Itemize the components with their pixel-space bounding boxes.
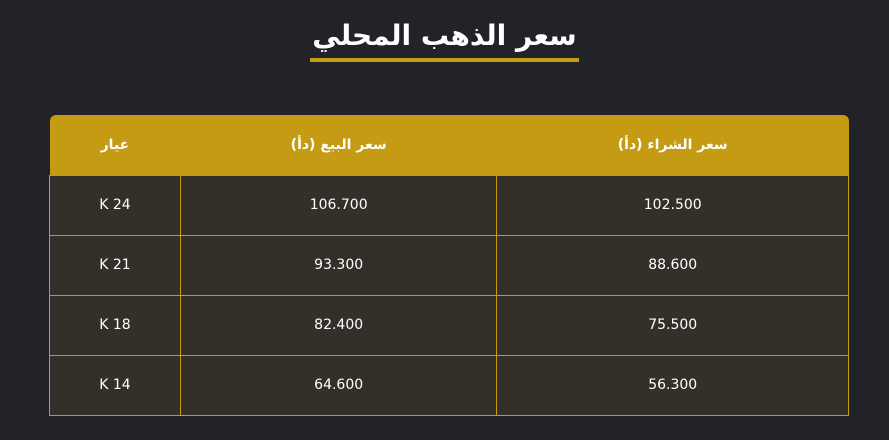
header-karat: عيار xyxy=(49,115,181,175)
table-row: 56.300 64.600 14 K xyxy=(49,354,849,416)
buy-price-cell: 88.600 xyxy=(496,234,849,296)
gold-price-table: سعر الشراء (دأ) سعر البيع (دأ) عيار 102.… xyxy=(49,115,849,416)
sell-price-cell: 93.300 xyxy=(179,234,498,296)
table-row: 75.500 82.400 18 K xyxy=(49,294,849,356)
buy-price-cell: 56.300 xyxy=(496,354,849,416)
buy-price-cell: 75.500 xyxy=(496,294,849,356)
header-buy-price: سعر الشراء (دأ) xyxy=(496,115,849,175)
buy-price-cell: 102.500 xyxy=(496,174,849,236)
sell-price-cell: 82.400 xyxy=(179,294,498,356)
sell-price-cell: 64.600 xyxy=(179,354,498,416)
title-container: سعر الذهب المحلي xyxy=(0,18,889,62)
karat-cell: 18 K xyxy=(49,294,181,356)
karat-cell: 14 K xyxy=(49,354,181,416)
table-row: 102.500 106.700 24 K xyxy=(49,174,849,236)
karat-cell: 24 K xyxy=(49,174,181,236)
header-sell-price: سعر البيع (دأ) xyxy=(180,115,497,175)
page-title: سعر الذهب المحلي xyxy=(310,18,579,62)
karat-cell: 21 K xyxy=(49,234,181,296)
table-header-row: سعر الشراء (دأ) سعر البيع (دأ) عيار xyxy=(49,115,849,175)
table-row: 88.600 93.300 21 K xyxy=(49,234,849,296)
sell-price-cell: 106.700 xyxy=(179,174,498,236)
